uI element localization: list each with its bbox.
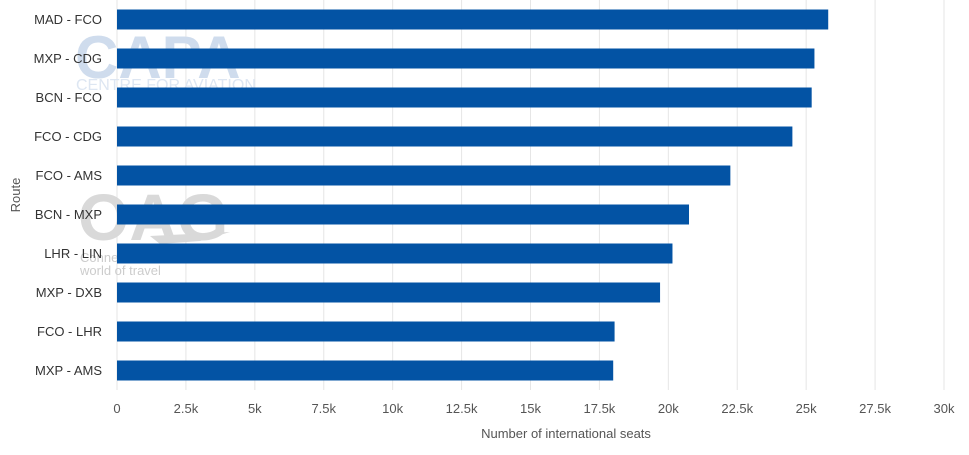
y-tick-label: MXP - CDG (34, 51, 102, 66)
x-tick-label: 7.5k (311, 401, 336, 416)
y-tick-label: FCO - LHR (37, 324, 102, 339)
x-tick-label: 17.5k (584, 401, 616, 416)
y-axis-tick-labels: MAD - FCO MXP - CDG BCN - FCO FCO - CDG FCO … (34, 12, 103, 378)
bar (117, 9, 829, 30)
bar (117, 48, 815, 69)
y-tick-label: MXP - AMS (35, 363, 102, 378)
bars (117, 9, 829, 381)
x-tick-label: 22.5k (721, 401, 753, 416)
y-tick-label: LHR - LIN (44, 246, 102, 261)
x-tick-label: 30k (934, 401, 955, 416)
y-tick-label: MAD - FCO (34, 12, 102, 27)
x-tick-label: 12.5k (446, 401, 478, 416)
bar (117, 360, 614, 381)
bar (117, 282, 661, 303)
x-tick-label: 10k (382, 401, 403, 416)
x-axis-tick-labels: 0 2.5k 5k 7.5k 10k 12.5k 15k 17.5k 20k 22.5k 25k 27… (113, 401, 955, 416)
bar (117, 165, 731, 186)
airplane-icon (150, 232, 230, 244)
x-tick-label: 27.5k (859, 401, 891, 416)
x-tick-label: 2.5k (174, 401, 199, 416)
x-tick-label: 15k (520, 401, 541, 416)
y-tick-label: MXP - DXB (36, 285, 102, 300)
oag-tagline-1: Conne (80, 250, 118, 265)
y-tick-label: FCO - AMS (36, 168, 103, 183)
x-tick-label: 5k (248, 401, 262, 416)
x-tick-label: 25k (796, 401, 817, 416)
bar (117, 87, 812, 108)
x-axis-title: Number of international seats (481, 426, 651, 441)
x-tick-label: 20k (658, 401, 679, 416)
x-tick-label: 0 (113, 401, 120, 416)
bar (117, 243, 673, 264)
oag-tagline-2: world of travel (79, 263, 161, 278)
bar (117, 321, 615, 342)
y-axis-title: Route (8, 178, 23, 213)
bar (117, 204, 690, 225)
bar (117, 126, 793, 147)
y-tick-label: FCO - CDG (34, 129, 102, 144)
y-tick-label: BCN - FCO (36, 90, 102, 105)
y-tick-label: BCN - MXP (35, 207, 102, 222)
